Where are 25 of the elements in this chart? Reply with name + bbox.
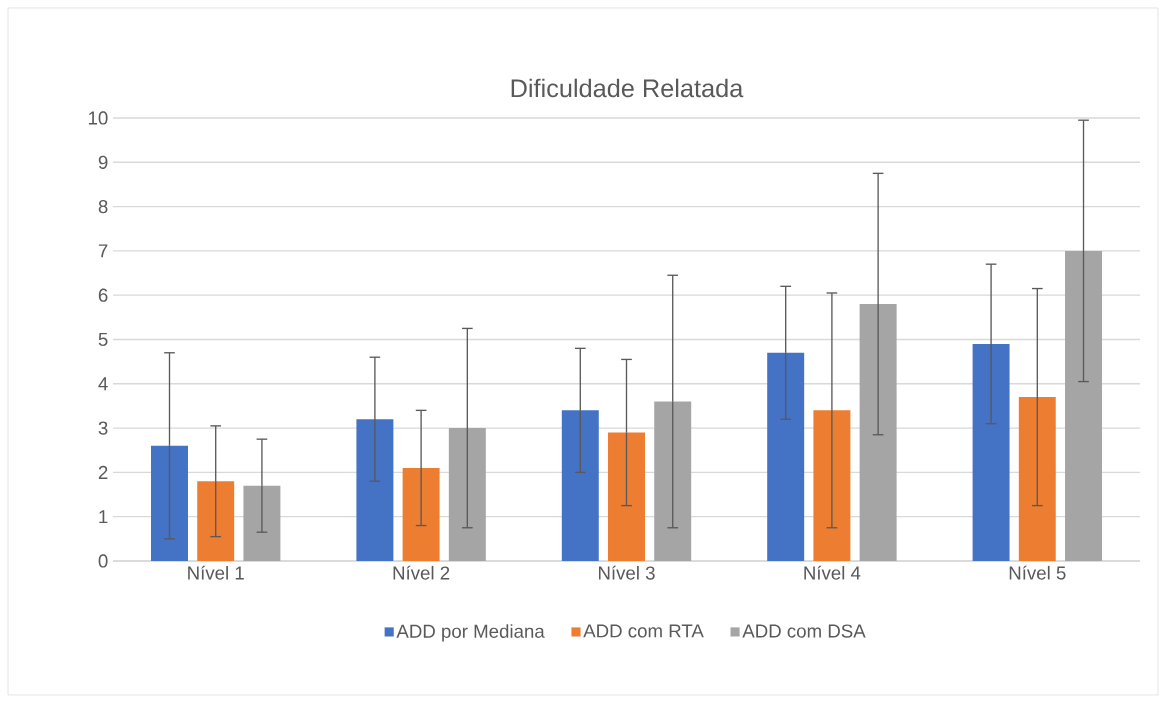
y-tick-label: 10 — [88, 111, 108, 125]
y-tick-label: 5 — [98, 332, 108, 347]
x-tick-label: Nível 5 — [1009, 565, 1066, 580]
x-tick-label: Nível 4 — [804, 565, 861, 580]
y-tick-label: 1 — [99, 510, 108, 524]
legend-label: ADD por Mediana — [396, 624, 545, 642]
bar — [767, 352, 805, 561]
x-tick-label: Nível 1 — [188, 565, 244, 580]
y-tick-label: 0 — [98, 554, 108, 568]
y-tick-label: 4 — [98, 377, 108, 391]
x-tick-label: Nível 3 — [598, 565, 655, 580]
bar — [561, 410, 599, 561]
legend-label: ADD com DSA — [742, 624, 866, 638]
x-tick-label: Nível 2 — [393, 565, 450, 580]
y-tick-label: 7 — [98, 244, 108, 258]
y-tick-label: 3 — [98, 421, 108, 435]
bar — [972, 343, 1010, 561]
y-tick-label: 6 — [98, 288, 108, 302]
legend-label: ADD com RTA — [583, 624, 704, 638]
chart-title: Dificuldade Relatada — [511, 78, 744, 98]
y-tick-label: 9 — [98, 155, 108, 169]
bar — [356, 419, 394, 561]
y-tick-label: 8 — [98, 199, 108, 214]
bar — [1065, 250, 1102, 561]
y-tick-label: 2 — [98, 465, 108, 479]
